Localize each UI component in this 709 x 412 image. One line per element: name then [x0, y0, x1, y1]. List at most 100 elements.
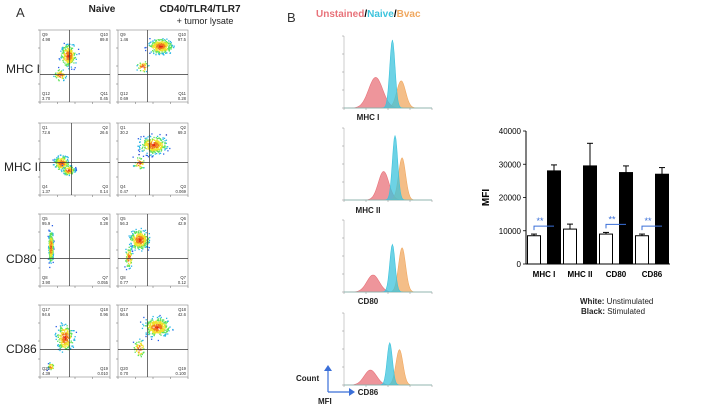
dot-point: [157, 41, 159, 43]
dot-point: [149, 41, 151, 44]
dot-point: [143, 160, 145, 162]
dot-point: [150, 338, 153, 340]
dot-point: [66, 335, 68, 338]
dot-point: [129, 262, 132, 264]
dot-point: [61, 56, 63, 58]
dot-point: [149, 139, 151, 141]
quadrant-br-value: 0.14: [100, 189, 109, 194]
dot-point: [147, 327, 149, 330]
dot-point: [149, 333, 151, 335]
dot-point: [139, 167, 141, 170]
dot-point: [150, 148, 152, 150]
dot-point: [48, 246, 51, 249]
dot-point: [137, 246, 139, 248]
dot-point: [149, 320, 151, 323]
dot-point: [142, 70, 144, 72]
dot-point: [72, 59, 75, 61]
dot-point: [144, 140, 146, 143]
dot-point: [141, 241, 144, 243]
row-label-mhc1: MHC I: [6, 62, 40, 76]
dot-point: [147, 148, 149, 150]
dot-point: [62, 61, 65, 63]
quadrant-br-id: Q11: [178, 91, 186, 96]
dot-point: [140, 167, 142, 170]
dot-point: [132, 156, 134, 158]
dot-point: [58, 168, 61, 170]
dot-point: [166, 146, 169, 148]
dot-point: [68, 328, 70, 330]
dot-point: [60, 154, 62, 156]
dot-point: [163, 147, 166, 149]
dot-point: [67, 165, 69, 168]
quadrant-tr-id: Q18: [100, 307, 109, 312]
dot-point: [154, 327, 157, 330]
dot-point: [142, 346, 145, 348]
dot-point: [148, 143, 150, 145]
dot-point: [152, 42, 154, 44]
dot-point: [149, 322, 152, 325]
dot-point: [145, 46, 147, 49]
dot-point: [141, 238, 143, 240]
dot-point: [131, 239, 133, 242]
dot-point: [54, 75, 57, 78]
dot-point: [164, 142, 166, 144]
dot-point: [148, 330, 151, 333]
bar-legend-white: White: Unstimulated: [580, 297, 653, 306]
dot-point: [70, 49, 72, 52]
dot-point: [130, 260, 132, 262]
dot-point: [145, 147, 148, 150]
dot-point: [164, 50, 166, 52]
dot-point: [67, 65, 69, 68]
dot-point: [63, 341, 65, 343]
dot-point: [159, 49, 161, 52]
dot-point: [55, 332, 57, 335]
dot-point: [168, 330, 170, 332]
dot-point: [152, 144, 154, 146]
dot-point: [65, 48, 67, 50]
dot-point: [56, 157, 58, 159]
dot-point: [144, 145, 146, 147]
dot-point: [65, 337, 67, 339]
dot-point: [75, 58, 77, 60]
dot-point: [167, 150, 169, 152]
dot-point: [67, 52, 69, 54]
dot-point: [51, 237, 53, 239]
row-label-mhc2: MHC II: [4, 160, 42, 174]
dot-point: [137, 239, 139, 241]
dot-point: [67, 50, 70, 52]
quadrant-tr-id: Q10: [178, 32, 187, 37]
dot-point: [170, 44, 172, 46]
dot-point: [69, 170, 72, 172]
dot-point: [49, 261, 51, 263]
dot-point: [141, 150, 143, 152]
dot-point: [151, 322, 153, 324]
dot-point: [66, 327, 68, 330]
dot-point: [164, 49, 167, 51]
dot-point: [170, 45, 173, 47]
dot-point: [170, 41, 172, 44]
dot-point: [60, 334, 62, 336]
dot-point: [154, 322, 156, 324]
dot-point: [151, 325, 153, 327]
dot-point: [160, 150, 162, 152]
dot-point: [125, 260, 127, 262]
dot-point: [70, 340, 72, 342]
dot-point: [162, 46, 164, 48]
dot-point: [65, 334, 67, 336]
hist-label-cd86: CD86: [357, 388, 379, 397]
dot-point: [142, 237, 144, 240]
dot-point: [134, 243, 136, 245]
dot-point: [162, 330, 164, 332]
dot-point: [160, 321, 162, 323]
dot-point: [67, 48, 70, 51]
dot-point: [66, 170, 68, 172]
histogram-3: [342, 312, 433, 387]
dot-point: [138, 235, 141, 238]
dot-point: [149, 330, 151, 332]
bar-y-tick-label: 20000: [499, 194, 522, 203]
dot-point: [153, 52, 155, 55]
dot-point: [60, 73, 62, 75]
dot-point: [60, 164, 63, 166]
bar-cd80-unstimulated: [599, 233, 613, 265]
dot-point: [148, 145, 150, 147]
